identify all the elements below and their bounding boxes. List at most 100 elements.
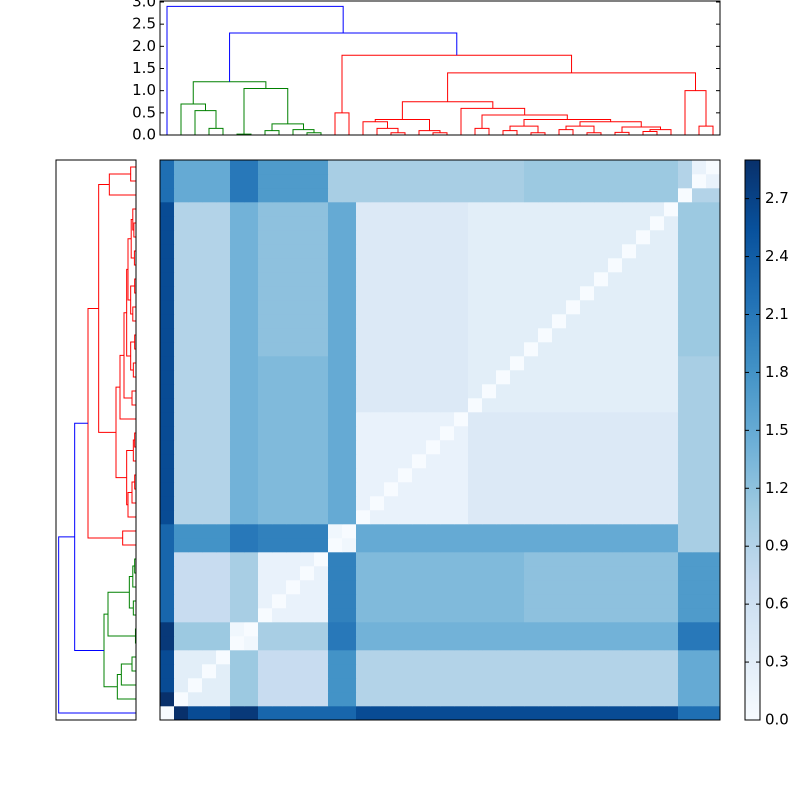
heatmap-cell — [468, 580, 483, 595]
heatmap-cell — [174, 678, 189, 693]
heatmap-cell — [636, 650, 651, 665]
heatmap-cell — [636, 496, 651, 511]
heatmap-cell — [188, 678, 203, 693]
heatmap-cell — [580, 174, 595, 189]
heatmap-cell — [286, 412, 301, 427]
heatmap-cell — [580, 692, 595, 707]
heatmap-cell — [216, 244, 231, 259]
heatmap-cell — [454, 664, 469, 679]
heatmap-cell — [664, 356, 679, 371]
heatmap-cell — [678, 636, 693, 651]
heatmap-cell — [174, 482, 189, 497]
heatmap-cell — [272, 174, 287, 189]
heatmap-cell — [174, 594, 189, 609]
heatmap-cell — [258, 468, 273, 483]
heatmap-cell — [398, 482, 413, 497]
heatmap-cell — [706, 706, 721, 721]
heatmap-cell — [356, 202, 371, 217]
heatmap-cell — [244, 440, 259, 455]
heatmap-cell — [580, 188, 595, 203]
y-tick-label: 2.5 — [132, 15, 156, 33]
heatmap-cell — [426, 636, 441, 651]
heatmap-cell — [440, 272, 455, 287]
heatmap-cell — [454, 202, 469, 217]
heatmap-cell — [678, 300, 693, 315]
heatmap-cell — [524, 342, 539, 357]
heatmap-cell — [342, 594, 357, 609]
heatmap-cell — [370, 370, 385, 385]
heatmap-cell — [286, 482, 301, 497]
heatmap-cell — [328, 398, 343, 413]
heatmap-cell — [258, 622, 273, 637]
heatmap-cell — [314, 384, 329, 399]
heatmap-cell — [244, 454, 259, 469]
heatmap-cell — [300, 202, 315, 217]
heatmap-cell — [664, 706, 679, 721]
heatmap-cell — [230, 300, 245, 315]
heatmap-cell — [636, 454, 651, 469]
heatmap-cell — [216, 314, 231, 329]
heatmap-cell — [258, 594, 273, 609]
heatmap-cell — [426, 412, 441, 427]
heatmap-cell — [622, 482, 637, 497]
heatmap-cell — [622, 398, 637, 413]
heatmap-cell — [286, 692, 301, 707]
heatmap-cell — [440, 188, 455, 203]
heatmap-cell — [692, 664, 707, 679]
heatmap-cell — [664, 342, 679, 357]
heatmap-cell — [468, 706, 483, 721]
heatmap-cell — [608, 440, 623, 455]
heatmap-cell — [314, 580, 329, 595]
heatmap-cell — [384, 398, 399, 413]
heatmap-cell — [538, 328, 553, 343]
heatmap-cell — [622, 188, 637, 203]
heatmap-cell — [496, 356, 511, 371]
heatmap-cell — [692, 678, 707, 693]
heatmap-cell — [314, 258, 329, 273]
heatmap-cell — [622, 384, 637, 399]
heatmap-cell — [272, 538, 287, 553]
heatmap-cell — [594, 412, 609, 427]
heatmap-cell — [216, 496, 231, 511]
heatmap-cell — [160, 650, 175, 665]
heatmap-cell — [594, 454, 609, 469]
heatmap-cell — [650, 594, 665, 609]
heatmap-cell — [398, 454, 413, 469]
heatmap-cell — [608, 510, 623, 525]
heatmap-cell — [510, 636, 525, 651]
heatmap-cell — [454, 300, 469, 315]
heatmap-cell — [230, 160, 245, 175]
heatmap-cell — [496, 314, 511, 329]
heatmap-cell — [566, 216, 581, 231]
heatmap-cell — [482, 426, 497, 441]
heatmap-cell — [356, 636, 371, 651]
heatmap-cell — [552, 510, 567, 525]
heatmap-cell — [650, 622, 665, 637]
heatmap-cell — [258, 580, 273, 595]
heatmap-cell — [188, 552, 203, 567]
heatmap-cell — [328, 328, 343, 343]
heatmap-cell — [692, 230, 707, 245]
heatmap-cell — [328, 566, 343, 581]
heatmap-cell — [608, 524, 623, 539]
heatmap-cell — [496, 412, 511, 427]
heatmap-cell — [286, 608, 301, 623]
heatmap-cell — [706, 510, 721, 525]
dendrogram-link — [166, 5, 344, 135]
colorbar-tick-label: 0.6 — [765, 595, 789, 613]
heatmap-cell — [356, 552, 371, 567]
heatmap-cell — [342, 230, 357, 245]
heatmap-cell — [664, 510, 679, 525]
heatmap-cell — [482, 622, 497, 637]
heatmap-cell — [314, 160, 329, 175]
heatmap-cell — [552, 608, 567, 623]
heatmap-cell — [580, 566, 595, 581]
heatmap-cell — [202, 496, 217, 511]
heatmap-cell — [356, 412, 371, 427]
heatmap-cell — [468, 342, 483, 357]
heatmap-cell — [580, 664, 595, 679]
left-dendrogram-frame — [55, 159, 137, 721]
heatmap-cell — [370, 622, 385, 637]
heatmap-cell — [398, 328, 413, 343]
heatmap-cell — [244, 286, 259, 301]
